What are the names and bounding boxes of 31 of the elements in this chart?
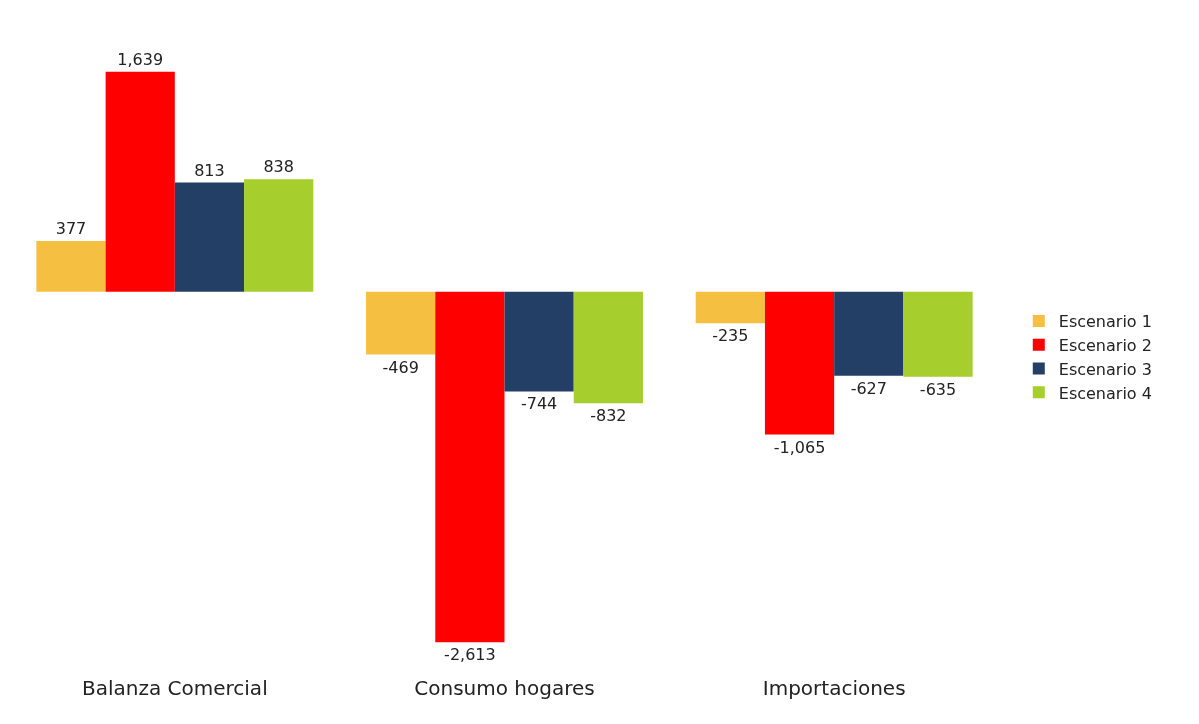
bar: [105, 71, 175, 292]
data-label: -832: [590, 406, 627, 426]
x-tick-label: Consumo hogares: [414, 676, 595, 700]
bar: [435, 291, 505, 643]
bar: [695, 291, 765, 324]
data-label: -235: [712, 326, 749, 346]
bar: [764, 291, 835, 435]
bar: [366, 291, 436, 355]
data-label: 377: [55, 219, 87, 239]
data-label: -2,613: [444, 645, 496, 665]
data-label: 838: [263, 157, 294, 177]
bar: [903, 291, 973, 377]
data-label: -469: [382, 357, 419, 377]
data-label: -1,065: [773, 437, 826, 457]
data-label: 1,639: [117, 49, 164, 69]
legend-label: Escenario 1: [1058, 312, 1152, 332]
bar: [573, 291, 643, 404]
x-tick-label: Balanza Comercial: [81, 676, 268, 700]
bar: [504, 291, 574, 392]
data-label: 813: [194, 160, 225, 180]
legend-label: Escenario 4: [1058, 383, 1152, 403]
legend-label: Escenario 2: [1058, 335, 1152, 355]
data-label: -627: [850, 378, 887, 398]
bar: [36, 241, 106, 292]
bar: [834, 291, 904, 376]
data-label: -744: [520, 394, 558, 414]
data-label: -635: [919, 379, 957, 399]
bar: [244, 179, 314, 292]
legend-label: Escenario 3: [1058, 359, 1152, 379]
bar: [174, 182, 245, 292]
x-tick-label: Importaciones: [762, 676, 906, 700]
